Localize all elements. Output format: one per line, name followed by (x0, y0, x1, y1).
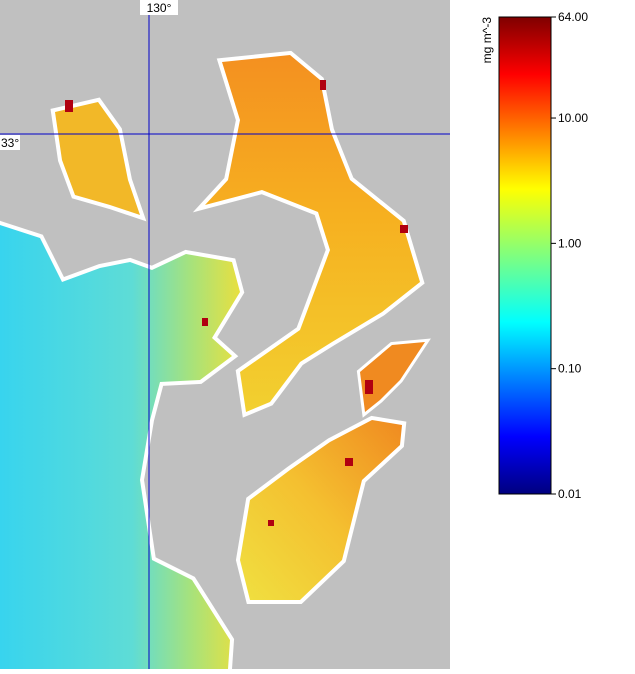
label-background (0, 135, 20, 150)
colorbar-title: mg m^-3 (480, 17, 494, 64)
colorbar-tick-label: 64.00 (558, 10, 588, 24)
hotspot (365, 380, 373, 394)
open-sea (0, 220, 245, 669)
colorbar-tick-label: 1.00 (558, 236, 582, 250)
eastern-bay (356, 338, 431, 418)
colorbar-tick-label: 10.00 (558, 111, 588, 125)
hotspot (320, 80, 326, 90)
longitude-label: 130° (147, 1, 172, 15)
northwest-bay (50, 97, 147, 222)
colorbar-tick-label: 0.01 (558, 487, 582, 501)
colorbar (498, 16, 552, 495)
hotspot (345, 458, 353, 466)
high-concentration-pixels (65, 80, 408, 526)
hotspot (202, 318, 208, 326)
latitude-label: 33° (1, 136, 19, 150)
southern-bay (235, 415, 407, 604)
hotspot (268, 520, 274, 526)
colorbar-tick-label: 0.10 (558, 362, 582, 376)
map: 130° 33° (0, 0, 450, 669)
label-background (140, 0, 178, 15)
hotspot (400, 225, 408, 233)
hotspot (65, 100, 73, 112)
